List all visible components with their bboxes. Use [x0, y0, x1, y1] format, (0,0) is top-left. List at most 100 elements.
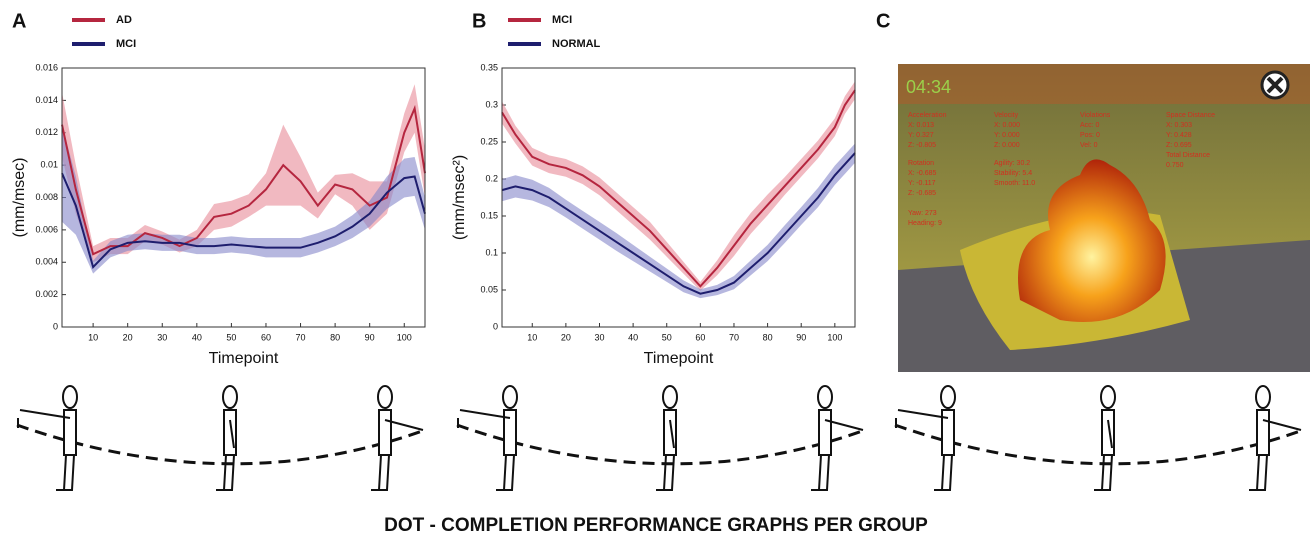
legend-label: MCI — [552, 14, 572, 26]
x-tick-label: 90 — [365, 332, 375, 342]
x-tick-label: 70 — [729, 332, 739, 342]
y-tick-label: 0.012 — [35, 127, 58, 137]
y-tick-label: 0 — [493, 321, 498, 331]
hud-text: X: 0.000 — [994, 122, 1020, 129]
hud-text: Pos: 0 — [1080, 132, 1100, 139]
figure-head — [940, 385, 956, 409]
figure-legs — [496, 454, 515, 491]
y-tick-label: 0.004 — [35, 257, 58, 267]
figure-head — [1100, 385, 1116, 409]
error-band — [502, 143, 855, 299]
y-tick-label: 0.2 — [485, 173, 498, 183]
x-tick-label: 10 — [527, 332, 537, 342]
figure-arm — [1262, 419, 1302, 431]
figure-head — [502, 385, 518, 409]
hud-text: Z: -0.805 — [908, 142, 936, 149]
hud-text: Z: 0.695 — [1166, 142, 1192, 149]
legend-label: NORMAL — [552, 38, 601, 50]
figure-body — [941, 409, 955, 456]
figure-legs — [216, 454, 235, 491]
hud-text: 0.750 — [1166, 162, 1184, 169]
y-tick-label: 0.25 — [480, 136, 498, 146]
walk-path — [894, 423, 1304, 466]
walk-path — [16, 423, 426, 466]
panel-label: A — [12, 10, 26, 32]
figure-body — [1101, 409, 1115, 456]
x-tick-label: 40 — [628, 332, 638, 342]
x-tick-label: 90 — [796, 332, 806, 342]
line — [61, 104, 426, 256]
x-tick-label: 30 — [157, 332, 167, 342]
x-tick-label: 10 — [88, 332, 98, 342]
hud-text: Stability: 5.4 — [994, 170, 1032, 177]
vr-screen: Acceleration X: 0.013 Y: 0.327 Z: -0.805 Vel… — [898, 64, 1310, 372]
figure-head — [817, 385, 833, 409]
figure-legs — [811, 454, 830, 491]
hud-text: Violations — [1080, 112, 1111, 119]
hud-text: Smooth: 11.0 — [994, 180, 1035, 187]
error-band — [502, 81, 855, 291]
figure-head — [662, 385, 678, 409]
hud-text: Z: 0.000 — [994, 142, 1020, 149]
x-tick-label: 80 — [330, 332, 340, 342]
walk-path — [456, 423, 866, 466]
caption: DOT - COMPLETION PERFORMANCE GRAPHS PER … — [384, 515, 928, 536]
figure-legs — [1249, 454, 1268, 491]
y-tick-label: 0.1 — [485, 247, 498, 257]
figure-arm — [1107, 419, 1113, 449]
x-tick-label: 50 — [226, 332, 236, 342]
hud-text: Acceleration — [908, 112, 947, 119]
x-tick-label: 100 — [397, 332, 412, 342]
x-tick-label: 100 — [827, 332, 842, 342]
figure-body — [378, 409, 392, 456]
figure-legs — [1094, 454, 1113, 491]
figure-arm — [17, 409, 71, 428]
hud-text: X: 0.303 — [1166, 122, 1192, 129]
hud-text: Y: -0.117 — [908, 180, 936, 187]
hud-text: Heading: 9 — [908, 220, 942, 227]
figure-body — [663, 409, 677, 456]
hud-text: Y: 0.428 — [1166, 132, 1192, 139]
panel-label: C — [876, 10, 890, 32]
figure-body — [818, 409, 832, 456]
figure-body — [1256, 409, 1270, 456]
y-tick-label: 0.014 — [35, 95, 58, 105]
figure-head — [222, 385, 238, 409]
figure-arm — [457, 409, 511, 428]
x-tick-label: 50 — [662, 332, 672, 342]
x-axis-label: Timepoint — [644, 350, 714, 367]
x-tick-label: 60 — [261, 332, 271, 342]
y-tick-label: 0.3 — [485, 99, 498, 109]
x-tick-label: 40 — [192, 332, 202, 342]
hud-text: X: 0.013 — [908, 122, 934, 129]
figure-legs — [56, 454, 75, 491]
figure-arm — [229, 419, 235, 449]
y-tick-label: 0.006 — [35, 224, 58, 234]
figure-body — [63, 409, 77, 456]
line — [61, 172, 426, 270]
y-tick-label: 0.008 — [35, 192, 58, 202]
y-tick-label: 0.15 — [480, 210, 498, 220]
x-tick-label: 20 — [123, 332, 133, 342]
figure-body — [503, 409, 517, 456]
y-tick-label: 0 — [53, 321, 58, 331]
x-tick-label: 80 — [763, 332, 773, 342]
y-tick-label: 0.002 — [35, 289, 58, 299]
y-tick-label: 0.01 — [40, 160, 58, 170]
legend-label: MCI — [116, 38, 136, 50]
hud-text: Total Distance — [1166, 152, 1210, 159]
figure-arm — [895, 409, 949, 428]
hud-text: Rotation — [908, 160, 934, 167]
plot-frame — [61, 67, 426, 328]
y-tick-label: 0.016 — [35, 62, 58, 72]
figure-arm — [669, 419, 675, 449]
hud-text: Vel: 0 — [1080, 142, 1098, 149]
x-tick-label: 20 — [561, 332, 571, 342]
close-icon — [1266, 76, 1284, 94]
x-tick-label: 30 — [594, 332, 604, 342]
hud-text: Y: 0.327 — [908, 132, 934, 139]
line — [501, 152, 856, 295]
hud-text: Velocity — [994, 112, 1019, 119]
sofa-back — [898, 64, 1310, 104]
